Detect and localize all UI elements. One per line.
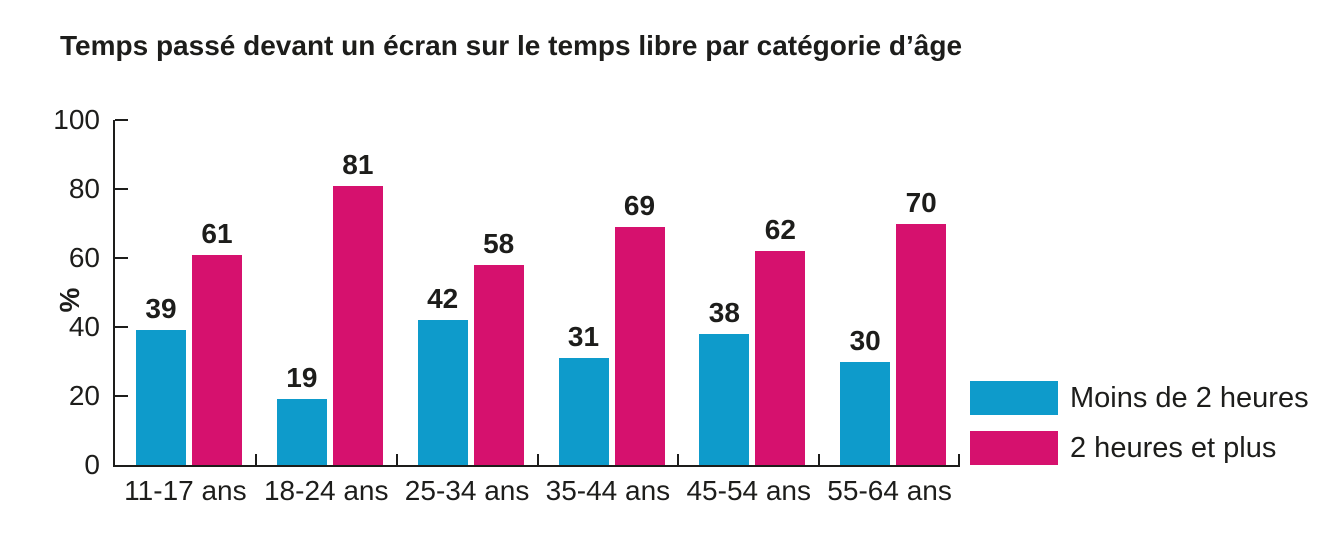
legend: Moins de 2 heures 2 heures et plus: [970, 381, 1309, 481]
y-axis-tick-label: 100: [53, 104, 100, 135]
bar-value-label: 62: [764, 214, 796, 246]
x-axis-tick: [818, 454, 821, 465]
bar-group: 31 69 35-44 ans: [538, 120, 679, 506]
bar-value-label: 38: [708, 296, 740, 328]
chart-title: Temps passé devant un écran sur le temps…: [60, 30, 963, 61]
bar-group: 19 81 18-24 ans: [256, 120, 397, 506]
bar-group: 39 61 11-17 ans: [115, 120, 256, 506]
legend-item-2-heures-et-plus: 2 heures et plus: [970, 431, 1309, 465]
bar-value-label: 19: [286, 362, 318, 394]
y-axis-tick-label: 80: [68, 173, 100, 204]
bar-blue: [417, 320, 468, 465]
x-category-label: 25-34 ans: [404, 475, 530, 506]
bar-value-label: 69: [623, 189, 656, 221]
bar-value-label: 58: [483, 227, 515, 259]
bar-blue: [136, 330, 186, 465]
x-category-label: 55-64 ans: [827, 475, 952, 506]
y-axis-tick: [115, 119, 128, 121]
x-category-label: 45-54 ans: [686, 475, 812, 506]
x-category-label: 18-24 ans: [263, 475, 389, 506]
bar-group: 30 70 55-64 ans: [819, 120, 960, 506]
legend-label: 2 heures et plus: [1070, 431, 1277, 464]
bar-value-label: 30: [849, 324, 881, 356]
x-axis-tick: [536, 454, 539, 465]
bar-value-label: 31: [567, 321, 600, 353]
bar-blue: [840, 361, 891, 465]
y-axis-tick-label: 20: [68, 380, 100, 411]
bar-blue: [558, 358, 609, 465]
bar-pink: [614, 226, 665, 465]
y-axis-tick: [115, 188, 128, 190]
bar-pink: [755, 251, 806, 465]
bar-group: 42 58 25-34 ans: [397, 120, 538, 506]
bar-pink: [332, 185, 383, 465]
bar-blue: [276, 399, 327, 465]
legend-label: Moins de 2 heures: [1070, 381, 1309, 414]
y-axis-tick-label: 0: [84, 449, 100, 480]
bar-pink: [473, 264, 524, 465]
x-axis-tick: [395, 454, 398, 465]
x-axis-tick: [677, 454, 680, 465]
legend-swatch-blue: [970, 381, 1058, 415]
plot-area: 0 20 40 60 80 100 39 61 11-17 ans 19 81 18-24 ans 42…: [53, 105, 960, 506]
bar-value-label: 70: [905, 186, 937, 218]
y-axis-tick: [115, 257, 128, 259]
x-category-label: 35-44 ans: [545, 475, 671, 506]
x-axis-tick: [958, 454, 960, 465]
bar-value-label: 81: [342, 148, 374, 180]
bar-blue: [699, 333, 750, 465]
legend-swatch-pink: [970, 431, 1058, 465]
y-axis-tick: [115, 395, 128, 397]
bar-pink: [192, 254, 242, 465]
x-axis-tick: [254, 454, 257, 465]
bar-group: 38 62 45-54 ans: [678, 120, 819, 506]
y-axis-tick-label: 40: [68, 311, 100, 342]
bar-value-label: 39: [145, 293, 177, 325]
bar-value-label: 61: [201, 217, 233, 249]
legend-item-moins-de-2-heures: Moins de 2 heures: [970, 381, 1309, 415]
y-axis-tick-label: 60: [68, 242, 100, 273]
bar-pink: [896, 223, 947, 465]
bar-value-label: 42: [427, 283, 459, 315]
x-category-label: 11-17 ans: [124, 475, 247, 506]
y-axis-tick: [115, 326, 128, 328]
